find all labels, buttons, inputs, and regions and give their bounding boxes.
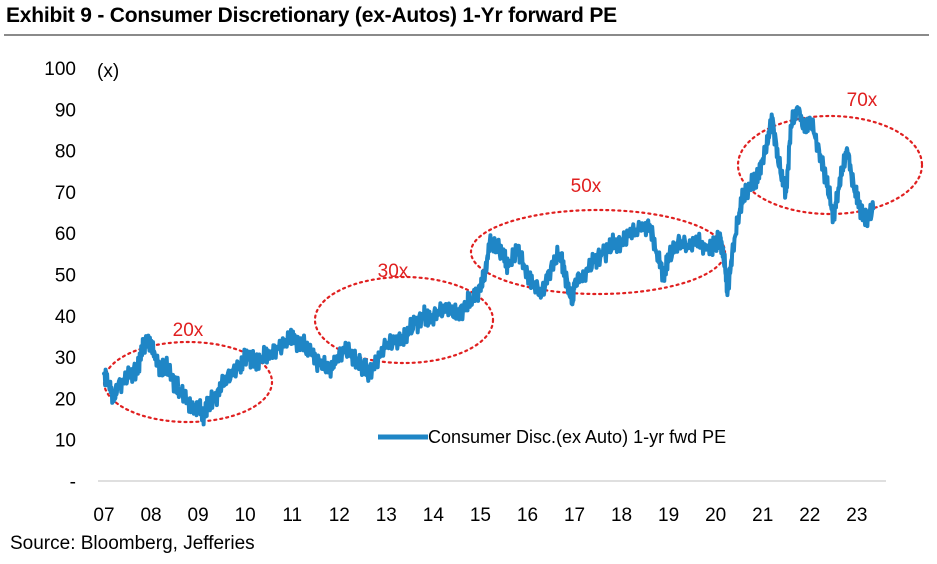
y-tick-label: 50	[55, 266, 76, 287]
x-tick-label: 14	[423, 505, 445, 526]
annotation-label: 70x	[847, 90, 878, 111]
y-tick-label: -	[70, 472, 76, 493]
x-tick-label: 17	[564, 505, 585, 526]
annotation-label: 30x	[378, 261, 409, 282]
y-tick-label: 100	[44, 59, 76, 80]
annotation-label: 50x	[571, 176, 602, 197]
x-tick-label: 10	[235, 505, 256, 526]
annotation-ellipse	[736, 114, 924, 216]
title-rule	[4, 34, 929, 36]
annotation-label: 20x	[173, 320, 204, 341]
source-note: Source: Bloomberg, Jefferies	[10, 533, 255, 554]
y-tick-label: 30	[55, 348, 76, 369]
x-tick-label: 09	[188, 505, 209, 526]
x-tick-label: 15	[470, 505, 491, 526]
y-tick-label: 40	[55, 307, 76, 328]
y-axis: - 10 20 30 40 50 60 70 80 90 100	[44, 59, 76, 493]
annotation-ellipse	[313, 275, 495, 365]
x-tick-label: 07	[93, 505, 114, 526]
x-tick-label: 23	[846, 505, 867, 526]
y-tick-label: 60	[55, 224, 76, 245]
x-tick-label: 13	[376, 505, 397, 526]
x-tick-label: 19	[658, 505, 679, 526]
x-tick-label: 11	[282, 505, 302, 526]
y-axis-unit-label: (x)	[97, 61, 119, 82]
y-tick-label: 80	[55, 142, 76, 163]
x-tick-label: 12	[329, 505, 350, 526]
x-tick-label: 21	[752, 505, 773, 526]
series-line-consumer-disc	[102, 105, 876, 427]
y-tick-label: 70	[55, 183, 76, 204]
x-tick-label: 08	[140, 505, 161, 526]
x-tick-label: 18	[611, 505, 632, 526]
x-tick-label: 20	[705, 505, 726, 526]
y-tick-label: 10	[55, 431, 76, 452]
y-tick-label: 90	[55, 100, 76, 121]
pe-line-chart: - 10 20 30 40 50 60 70 80 90 100 (x) 07 08 09 10 11 12 1…	[44, 59, 924, 526]
chart-title: Exhibit 9 - Consumer Discretionary (ex-A…	[6, 4, 617, 27]
x-axis: 07 08 09 10 11 12 13 14 15 16 17 18 19 20 21 22 23	[93, 505, 867, 526]
y-tick-label: 20	[55, 389, 76, 410]
legend-label: Consumer Disc.(ex Auto) 1-yr fwd PE	[428, 427, 726, 447]
legend: Consumer Disc.(ex Auto) 1-yr fwd PE	[378, 427, 726, 447]
x-tick-label: 22	[799, 505, 820, 526]
x-tick-label: 16	[517, 505, 538, 526]
